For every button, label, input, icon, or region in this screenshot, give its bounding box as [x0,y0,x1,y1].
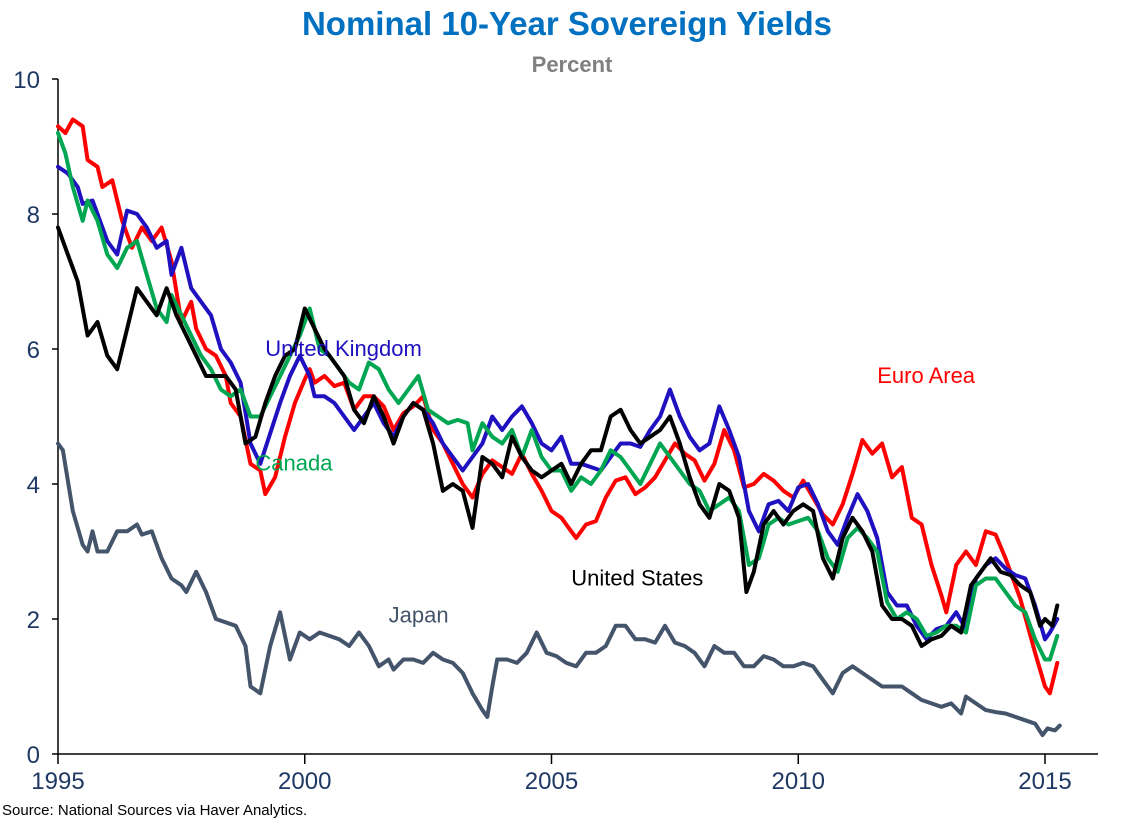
y-tick-label: 0 [27,742,40,769]
series-line-united-states [56,225,1060,648]
series-labels: Euro Area United Kingdom Canada United Stat… [255,336,975,628]
y-tick-label: 2 [27,607,40,634]
series-line-japan [56,441,1062,738]
x-tick-label: 2015 [1018,768,1071,795]
series-label-japan: Japan [389,602,449,627]
y-tick-label: 4 [27,472,40,499]
series-label-canada: Canada [255,451,333,476]
x-tick-label: 2000 [278,768,331,795]
x-ticks: 1995 2000 2005 2010 2015 [31,754,1072,795]
x-tick-label: 1995 [31,768,84,795]
y-tick-label: 10 [13,67,40,94]
source-note: Source: National Sources via Haver Analy… [2,802,307,819]
y-tick-label: 8 [27,202,40,229]
series-label-euro-area: Euro Area [877,363,976,388]
chart-title: Nominal 10-Year Sovereign Yields [302,5,832,42]
series-lines [56,117,1062,738]
y-ticks: 0 2 4 6 8 10 [13,67,58,769]
chart-subtitle: Percent [532,52,613,77]
series-line-united-kingdom [56,164,1060,642]
x-tick-label: 2010 [772,768,825,795]
x-tick-label: 2005 [525,768,578,795]
series-line-canada [56,131,1060,662]
series-line-euro-area [56,117,1060,696]
series-label-united-states: United States [571,565,703,590]
series-label-united-kingdom: United Kingdom [265,336,422,361]
axes [57,79,1098,755]
y-tick-label: 6 [27,337,40,364]
